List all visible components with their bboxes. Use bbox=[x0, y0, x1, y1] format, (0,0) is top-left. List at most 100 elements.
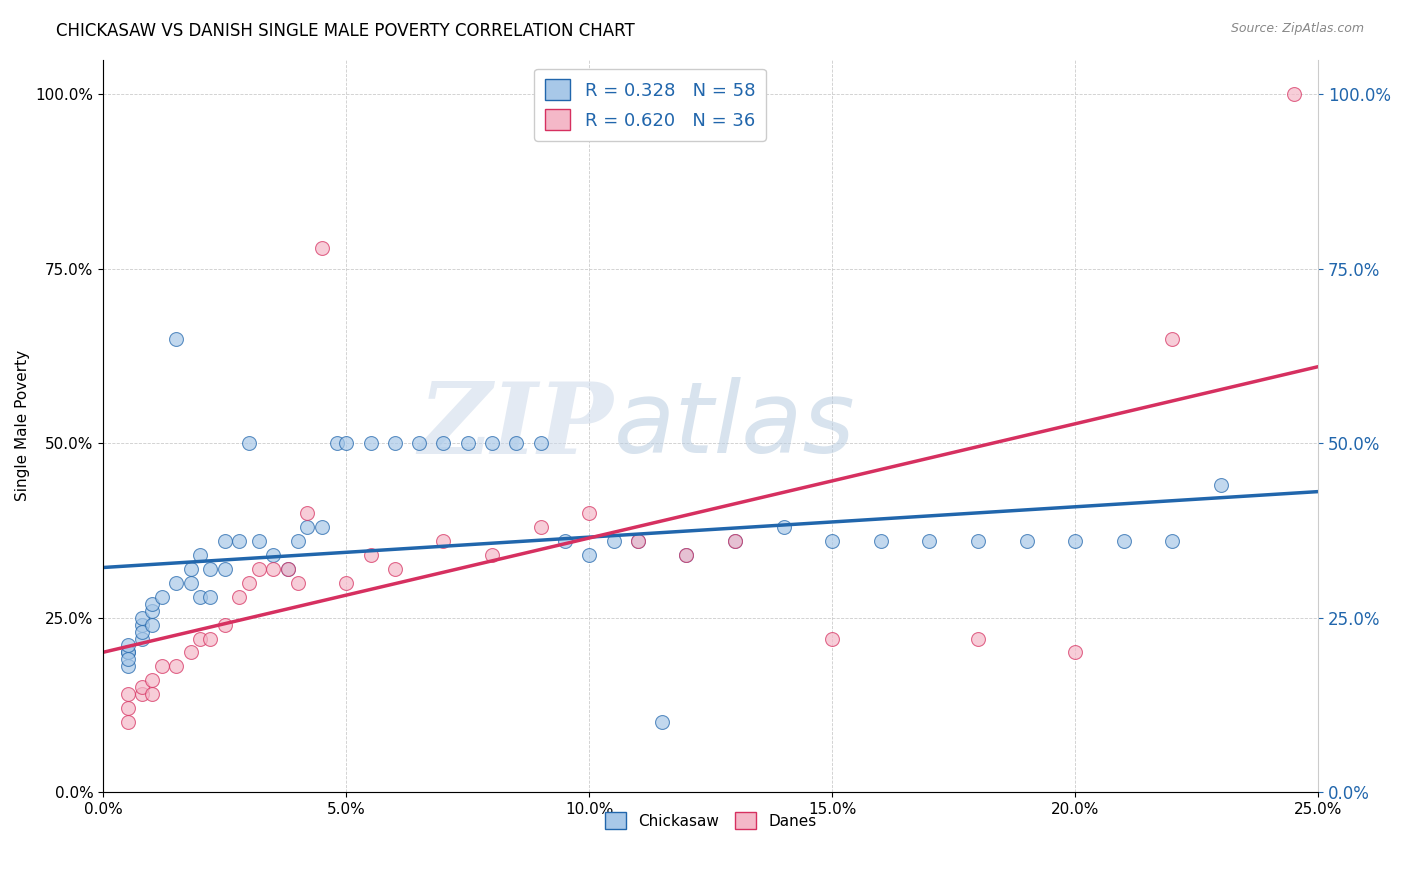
Point bbox=[277, 562, 299, 576]
Point bbox=[335, 436, 357, 450]
Point bbox=[247, 562, 270, 576]
Point bbox=[297, 520, 319, 534]
Point bbox=[117, 687, 139, 701]
Point bbox=[150, 659, 173, 673]
Point bbox=[180, 645, 202, 659]
Point bbox=[277, 562, 299, 576]
Point bbox=[200, 590, 222, 604]
Point bbox=[870, 533, 893, 548]
Point bbox=[360, 548, 382, 562]
Point bbox=[228, 590, 250, 604]
Point bbox=[165, 575, 187, 590]
Point bbox=[190, 632, 212, 646]
Point bbox=[238, 575, 260, 590]
Point bbox=[131, 610, 153, 624]
Point bbox=[724, 533, 747, 548]
Point bbox=[311, 520, 333, 534]
Point bbox=[675, 548, 697, 562]
Point bbox=[505, 436, 527, 450]
Point bbox=[457, 436, 479, 450]
Point bbox=[117, 645, 139, 659]
Point bbox=[165, 332, 187, 346]
Point bbox=[287, 533, 309, 548]
Point bbox=[214, 562, 236, 576]
Point bbox=[262, 562, 284, 576]
Point bbox=[190, 548, 212, 562]
Point bbox=[311, 241, 333, 255]
Point bbox=[141, 597, 163, 611]
Point bbox=[131, 632, 153, 646]
Point bbox=[262, 548, 284, 562]
Point bbox=[627, 533, 650, 548]
Legend: Chickasaw, Danes: Chickasaw, Danes bbox=[599, 805, 823, 836]
Point bbox=[297, 506, 319, 520]
Point bbox=[141, 617, 163, 632]
Point bbox=[117, 652, 139, 666]
Point bbox=[131, 687, 153, 701]
Point bbox=[200, 632, 222, 646]
Point bbox=[150, 590, 173, 604]
Point bbox=[967, 533, 990, 548]
Point bbox=[325, 436, 347, 450]
Point bbox=[554, 533, 576, 548]
Point bbox=[578, 506, 600, 520]
Point bbox=[335, 575, 357, 590]
Point bbox=[180, 562, 202, 576]
Point bbox=[1161, 533, 1184, 548]
Point bbox=[1161, 332, 1184, 346]
Point bbox=[821, 632, 844, 646]
Point bbox=[1112, 533, 1135, 548]
Point bbox=[180, 575, 202, 590]
Point bbox=[651, 715, 673, 730]
Y-axis label: Single Male Poverty: Single Male Poverty bbox=[15, 351, 30, 501]
Point bbox=[247, 533, 270, 548]
Point bbox=[627, 533, 650, 548]
Point bbox=[821, 533, 844, 548]
Point bbox=[384, 562, 406, 576]
Point bbox=[141, 673, 163, 688]
Point bbox=[117, 701, 139, 715]
Point bbox=[1064, 533, 1087, 548]
Point bbox=[967, 632, 990, 646]
Point bbox=[772, 520, 794, 534]
Point bbox=[481, 548, 503, 562]
Point bbox=[1282, 87, 1305, 102]
Point bbox=[117, 639, 139, 653]
Point bbox=[165, 659, 187, 673]
Point bbox=[918, 533, 941, 548]
Point bbox=[214, 533, 236, 548]
Point bbox=[481, 436, 503, 450]
Point bbox=[287, 575, 309, 590]
Point bbox=[117, 659, 139, 673]
Text: CHICKASAW VS DANISH SINGLE MALE POVERTY CORRELATION CHART: CHICKASAW VS DANISH SINGLE MALE POVERTY … bbox=[56, 22, 636, 40]
Text: atlas: atlas bbox=[613, 377, 855, 475]
Point bbox=[432, 436, 454, 450]
Point bbox=[384, 436, 406, 450]
Point bbox=[131, 624, 153, 639]
Point bbox=[675, 548, 697, 562]
Point bbox=[578, 548, 600, 562]
Point bbox=[141, 687, 163, 701]
Point bbox=[724, 533, 747, 548]
Point bbox=[190, 590, 212, 604]
Point bbox=[117, 715, 139, 730]
Point bbox=[117, 645, 139, 659]
Point bbox=[408, 436, 430, 450]
Point bbox=[530, 520, 553, 534]
Point bbox=[131, 681, 153, 695]
Point bbox=[238, 436, 260, 450]
Point bbox=[432, 533, 454, 548]
Point bbox=[602, 533, 624, 548]
Point bbox=[530, 436, 553, 450]
Point bbox=[360, 436, 382, 450]
Point bbox=[1209, 478, 1232, 492]
Text: Source: ZipAtlas.com: Source: ZipAtlas.com bbox=[1230, 22, 1364, 36]
Point bbox=[1015, 533, 1038, 548]
Point bbox=[1064, 645, 1087, 659]
Point bbox=[131, 617, 153, 632]
Point bbox=[214, 617, 236, 632]
Text: ZIP: ZIP bbox=[419, 377, 613, 474]
Point bbox=[141, 604, 163, 618]
Point bbox=[228, 533, 250, 548]
Point bbox=[200, 562, 222, 576]
